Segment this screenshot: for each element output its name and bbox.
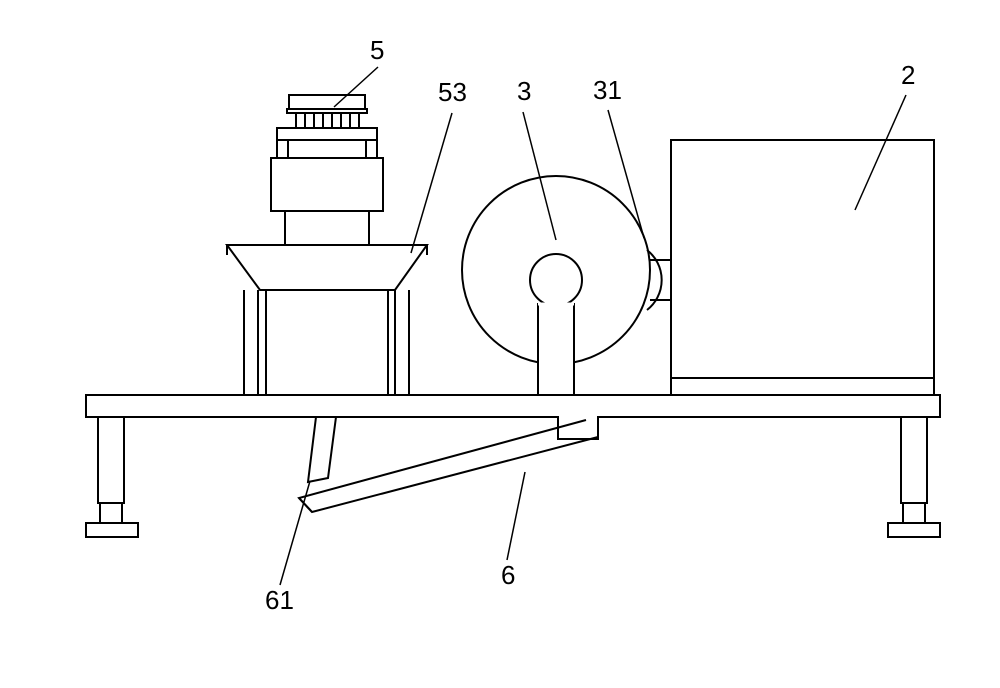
diagram-container: 5 53 3 31 2 6 61: [0, 0, 1000, 688]
component-31: [647, 250, 671, 310]
label-5: 5: [370, 35, 384, 66]
left-leg: [86, 417, 138, 537]
label-53: 53: [438, 77, 467, 108]
base-platform: [86, 395, 940, 417]
box-2: [671, 140, 934, 395]
label-3: 3: [517, 76, 531, 107]
circle-3: [462, 176, 650, 395]
right-leg: [888, 417, 940, 537]
label-31: 31: [593, 75, 622, 106]
technical-drawing: [0, 0, 1000, 688]
label-61: 61: [265, 585, 294, 616]
component-5: [227, 95, 427, 395]
label-6: 6: [501, 560, 515, 591]
chute-6: [299, 417, 598, 512]
label-2: 2: [901, 60, 915, 91]
